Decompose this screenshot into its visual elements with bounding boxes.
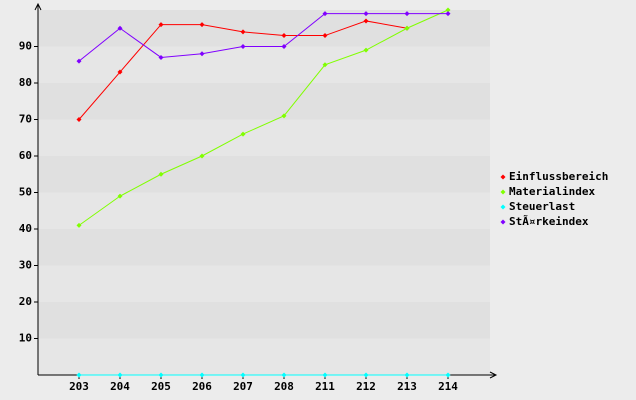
data-point: [76, 117, 82, 122]
data-point: [322, 62, 328, 68]
data-point: [158, 171, 164, 177]
y-tick-label: 10: [19, 332, 32, 345]
data-point: [281, 372, 287, 378]
x-tick-label: 212: [356, 380, 376, 393]
data-point: [363, 47, 369, 53]
data-point: [158, 54, 164, 60]
x-tick-label: 204: [110, 380, 130, 393]
series-line: [78, 9, 449, 226]
grid-band: [38, 156, 490, 193]
legend-marker: [500, 219, 506, 225]
x-tick-label: 208: [274, 380, 294, 393]
y-tick-label: 30: [19, 259, 32, 272]
grid-band: [38, 192, 490, 229]
y-arrow: [34, 2, 42, 11]
data-point: [117, 25, 123, 31]
grid-band: [38, 229, 490, 266]
legend-marker: [500, 204, 506, 210]
x-tick-label: 203: [69, 380, 89, 393]
data-point: [76, 58, 82, 64]
legend-label: Materialindex: [509, 185, 595, 198]
grid-band: [38, 119, 490, 156]
x-tick-label: 213: [397, 380, 417, 393]
y-tick-label: 90: [19, 40, 32, 53]
x-arrow: [489, 371, 498, 379]
legend-marker: [500, 174, 506, 180]
x-tick-label: 206: [192, 380, 212, 393]
grid-band: [38, 10, 490, 47]
data-point: [445, 7, 451, 13]
data-point: [117, 193, 123, 199]
data-point: [76, 222, 82, 228]
y-tick-label: 50: [19, 186, 32, 199]
data-point: [240, 44, 246, 49]
data-point: [240, 131, 246, 137]
data-point: [445, 372, 451, 378]
x-tick-label: 214: [438, 380, 458, 393]
grid-band: [38, 46, 490, 83]
data-point: [363, 18, 369, 24]
legend-label: Einflussbereich: [509, 170, 608, 183]
data-point: [322, 11, 328, 17]
y-tick-label: 40: [19, 222, 32, 235]
data-point: [363, 372, 369, 378]
y-tick-label: 70: [19, 113, 32, 126]
grid-band: [38, 265, 490, 302]
data-point: [281, 33, 287, 39]
data-point: [117, 372, 123, 378]
data-point: [281, 44, 287, 49]
data-point: [404, 372, 410, 378]
x-tick-label: 205: [151, 380, 171, 393]
grid-band: [38, 83, 490, 120]
data-point: [199, 372, 205, 378]
y-tick-label: 20: [19, 295, 32, 308]
data-point: [240, 29, 246, 35]
data-point: [363, 11, 369, 17]
grid-band: [38, 302, 490, 339]
y-tick-label: 80: [19, 76, 32, 89]
data-point: [445, 11, 451, 17]
data-point: [281, 113, 287, 119]
x-tick-label: 207: [233, 380, 253, 393]
legend-marker: [500, 189, 506, 195]
data-point: [117, 69, 123, 75]
data-point: [199, 153, 205, 159]
data-point: [158, 22, 164, 28]
data-point: [322, 33, 328, 39]
y-tick-label: 60: [19, 149, 32, 162]
grid-band: [38, 338, 490, 375]
series-line: [78, 13, 448, 62]
legend-label: Steuerlast: [509, 200, 575, 213]
data-point: [322, 372, 328, 378]
data-point: [404, 11, 410, 17]
data-point: [76, 372, 82, 378]
data-point: [199, 51, 205, 57]
data-point: [158, 372, 164, 378]
x-tick-label: 211: [315, 380, 335, 393]
legend-label: StÃ¤rkeindex: [509, 215, 589, 228]
data-point: [404, 25, 410, 31]
data-point: [240, 372, 246, 378]
data-point: [199, 22, 205, 28]
